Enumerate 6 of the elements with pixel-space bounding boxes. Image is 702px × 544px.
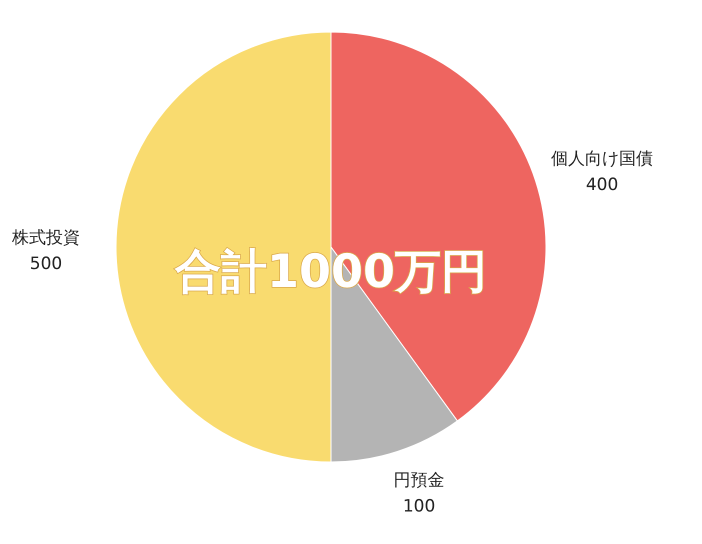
slice-label: 株式投資 [11, 228, 80, 248]
data-label: 100 [402, 496, 436, 517]
slice-label: 個人向け国債 [551, 149, 654, 170]
slice-label: 円預金 [394, 470, 445, 491]
data-label: 500 [30, 254, 62, 274]
data-label: 400 [586, 175, 618, 196]
